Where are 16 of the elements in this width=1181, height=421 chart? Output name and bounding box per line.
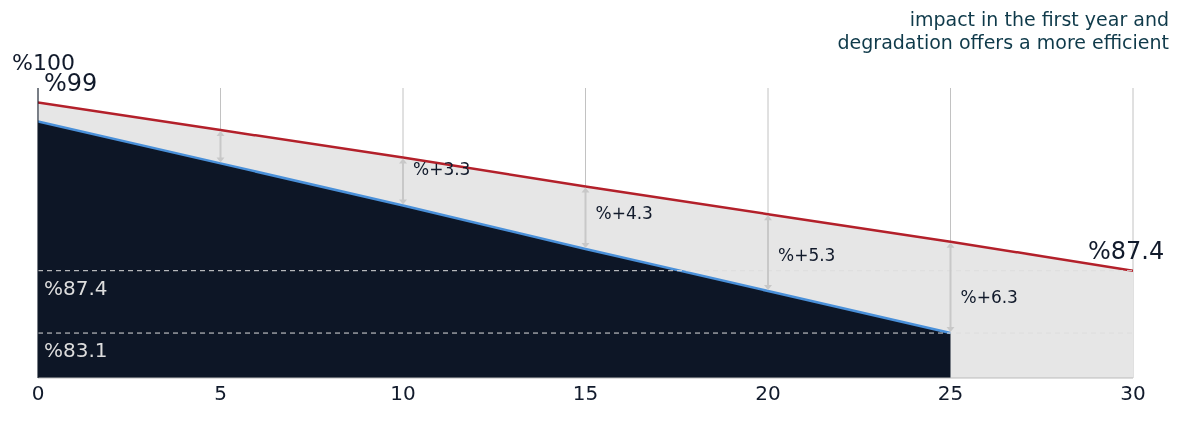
x-tick-label: 10: [390, 381, 416, 406]
data-label: %87.4: [1088, 236, 1165, 265]
annotation: %+3.3: [413, 159, 471, 180]
ref-line-label: %83.1: [44, 338, 108, 363]
annotation: %+4.3: [595, 202, 653, 223]
x-tick-label: 15: [572, 381, 599, 406]
chart-subtitle: degradation offers a more efficient: [837, 31, 1169, 53]
x-tick-label: 5: [214, 381, 227, 406]
ref-line-label: %87.4: [44, 275, 108, 300]
x-tick-label: 0: [31, 381, 45, 406]
annotation: %+6.3: [960, 287, 1018, 308]
x-tick-label: 30: [1120, 381, 1146, 406]
annotation: %+5.3: [778, 245, 836, 265]
chart-title: impact in the first year and: [908, 8, 1169, 31]
x-tick-label: 25: [937, 381, 964, 406]
x-tick-label: 20: [755, 381, 781, 406]
